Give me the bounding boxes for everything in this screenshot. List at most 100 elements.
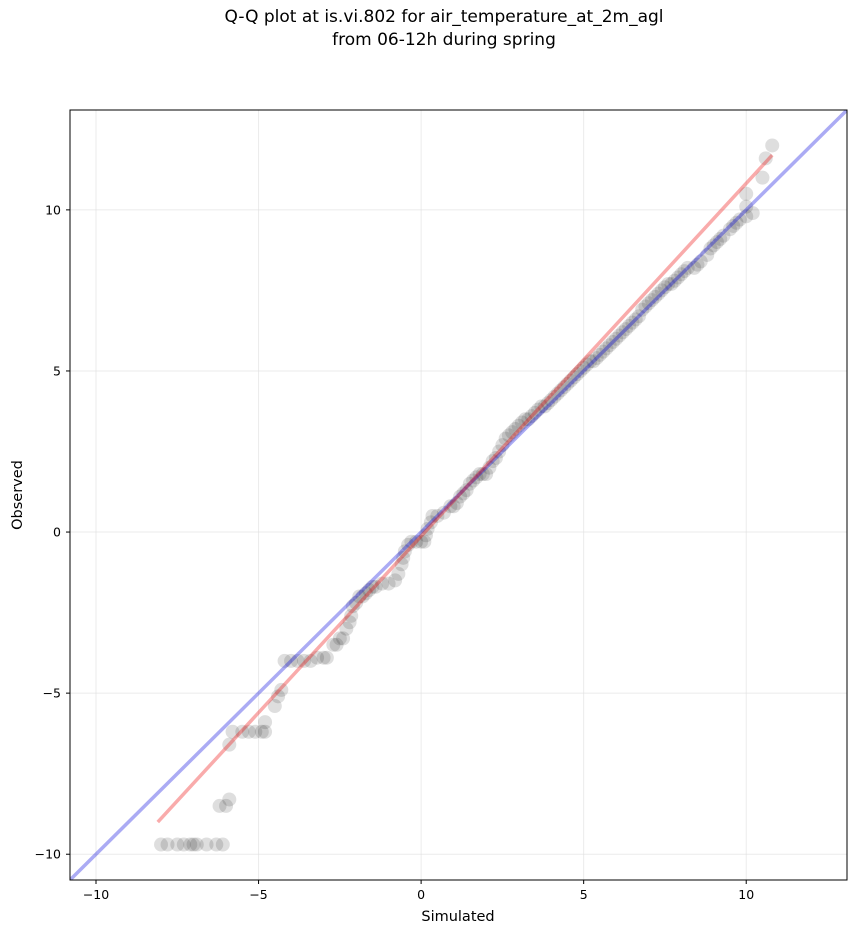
data-point [521,412,536,427]
data-point [339,621,354,636]
data-point [524,409,539,424]
data-point [329,637,344,652]
data-point [160,837,175,852]
data-point [199,837,214,852]
y-tick-label: −5 [43,686,61,701]
data-point [456,486,471,501]
data-point [563,373,578,388]
data-point [527,405,542,420]
data-point [583,354,598,369]
data-point [362,583,377,598]
data-point [638,299,653,314]
data-point [732,212,747,227]
data-point [430,508,445,523]
data-point [154,837,169,852]
chart-title: Q-Q plot at is.vi.802 for air_temperatur… [0,6,854,52]
chart-title-line-1: Q-Q plot at is.vi.802 for air_temperatur… [224,7,664,27]
data-point [310,650,325,665]
data-point [479,467,494,482]
data-point [612,328,627,343]
data-point [687,260,702,275]
data-point [518,412,533,427]
data-point [573,363,588,378]
data-point [443,499,458,514]
data-point [459,483,474,498]
data-point [651,286,666,301]
data-point [693,254,708,269]
data-point [436,505,451,520]
data-point [349,595,364,610]
data-point [418,528,433,543]
data-point [368,579,383,594]
data-point [319,650,334,665]
data-point [388,573,403,588]
data-point [222,737,237,752]
data-point [609,331,624,346]
data-point [352,589,367,604]
data-point [303,653,318,668]
data-point [716,228,731,243]
data-point [596,344,611,359]
data-point [661,276,676,291]
data-point [336,631,351,646]
data-point [628,312,643,327]
data-point [222,792,237,807]
data-point [615,325,630,340]
x-tick-label: −5 [249,887,267,902]
data-point [739,199,754,214]
data-point [505,425,520,440]
data-point [277,653,292,668]
data-point [618,322,633,337]
data-point [472,467,487,482]
data-point [664,276,679,291]
data-point [462,476,477,491]
data-point [622,318,637,333]
data-point [544,392,559,407]
data-point [566,370,581,385]
data-point [703,241,718,256]
data-point [358,586,373,601]
data-point [709,235,724,250]
data-point [534,399,549,414]
data-point [396,550,411,565]
data-point [326,637,341,652]
data-point [592,347,607,362]
data-point [186,837,201,852]
data-point [722,222,737,237]
data-point [290,653,305,668]
data-point [425,508,440,523]
data-point [706,238,721,253]
data-point [586,354,601,369]
data-point [332,631,347,646]
data-point [449,496,464,511]
data-point [365,579,380,594]
data-point [375,576,390,591]
data-point [648,289,663,304]
data-point [381,576,396,591]
data-point [644,293,659,308]
data-point [511,418,526,433]
data-point [267,699,282,714]
data-point [579,357,594,372]
y-tick-label: 5 [53,363,61,378]
data-point [602,338,617,353]
data-point [466,473,481,488]
data-point [258,715,273,730]
data-point [183,837,198,852]
data-point [537,399,552,414]
x-tick-label: −10 [83,887,109,902]
data-point [657,280,672,295]
data-point [501,428,516,443]
data-point [258,724,273,739]
data-point [589,351,604,366]
identity-line [70,110,847,880]
data-point [469,470,484,485]
data-point [755,170,770,185]
data-point [745,206,760,221]
data-point [758,151,773,166]
data-point [271,689,286,704]
data-point [713,231,728,246]
data-point [492,444,507,459]
data-point [212,798,227,813]
